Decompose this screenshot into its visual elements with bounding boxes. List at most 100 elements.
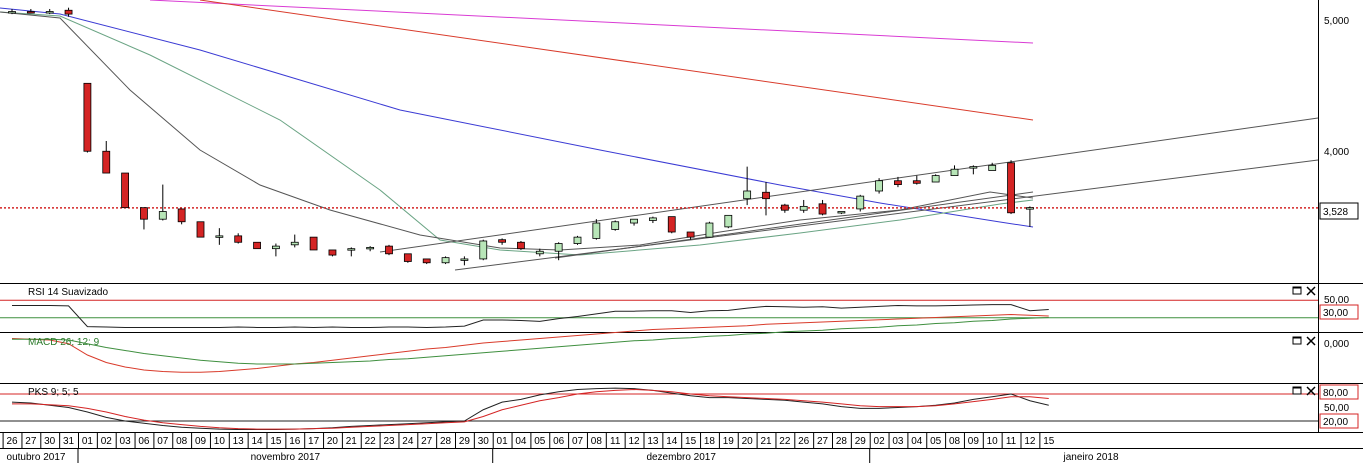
candle[interactable] <box>347 247 356 257</box>
candle-body <box>498 239 507 243</box>
candle[interactable] <box>630 218 638 226</box>
pks-label[interactable]: PKS 9; 5; 5 <box>28 387 79 398</box>
macd-close-icon[interactable] <box>1306 336 1316 346</box>
candle-body <box>83 82 92 152</box>
pks-close-icon[interactable] <box>1306 386 1316 396</box>
rsi-tick-50: 50,00 <box>1324 295 1349 306</box>
trendline-3[interactable] <box>554 191 1034 259</box>
candle[interactable] <box>309 236 318 251</box>
candle[interactable] <box>837 211 846 215</box>
candle[interactable] <box>686 231 695 240</box>
candle[interactable] <box>460 256 469 266</box>
price-tick-5000: 5,000 <box>1324 16 1349 27</box>
candle[interactable] <box>799 199 808 213</box>
price-tick-4000: 4,000 <box>1324 147 1349 158</box>
candle[interactable] <box>498 238 507 245</box>
candle-body <box>931 175 940 183</box>
candle[interactable] <box>780 203 789 213</box>
candle[interactable] <box>234 233 243 244</box>
date-tick-label: 27 <box>421 436 433 447</box>
candle[interactable] <box>83 82 92 153</box>
candle[interactable] <box>366 246 375 252</box>
candle[interactable] <box>422 258 431 265</box>
candle[interactable] <box>988 162 997 171</box>
pks-panel <box>0 387 1318 431</box>
candle-body <box>177 208 186 223</box>
date-tick-label: 15 <box>270 436 282 447</box>
candle-body <box>950 168 959 177</box>
candle[interactable] <box>517 240 525 250</box>
candle[interactable] <box>64 7 73 17</box>
candle[interactable] <box>253 241 261 250</box>
candle[interactable] <box>121 172 129 209</box>
candle[interactable] <box>573 235 582 245</box>
date-tick-label: 05 <box>534 436 546 447</box>
last-price-value: 3,528 <box>1323 207 1348 218</box>
candle-body <box>403 253 412 262</box>
candle[interactable] <box>894 176 902 188</box>
candle[interactable] <box>649 216 657 224</box>
candle[interactable] <box>762 182 770 216</box>
date-tick-label: 30 <box>478 436 490 447</box>
candle-body <box>366 246 375 250</box>
candle[interactable] <box>215 228 224 245</box>
rsi-level-30: 30,00 <box>1323 308 1348 319</box>
candle-body <box>649 217 657 221</box>
candle[interactable] <box>667 216 676 234</box>
candle[interactable] <box>535 248 544 257</box>
macd-maximize-icon[interactable] <box>1292 336 1302 345</box>
candle[interactable] <box>102 141 111 174</box>
candle[interactable] <box>403 253 412 263</box>
candle[interactable] <box>328 249 337 257</box>
candle[interactable] <box>45 8 54 15</box>
candle[interactable] <box>8 8 16 15</box>
candle[interactable] <box>271 243 280 257</box>
rsi-label[interactable]: RSI 14 Suavizado <box>28 287 108 298</box>
macd-panel <box>11 313 1049 373</box>
candle[interactable] <box>705 221 714 238</box>
candle[interactable] <box>1026 206 1034 227</box>
candle[interactable] <box>26 8 35 14</box>
rsi-maximize-icon[interactable] <box>1292 286 1302 295</box>
candle-body <box>215 235 224 238</box>
candle[interactable] <box>385 244 393 256</box>
candle[interactable] <box>140 207 148 230</box>
date-tick-label: 27 <box>817 436 829 447</box>
candle[interactable] <box>177 208 186 225</box>
macd-line <box>11 313 1049 373</box>
date-tick-label: 09 <box>968 436 980 447</box>
candle[interactable] <box>196 221 205 238</box>
candle[interactable] <box>818 199 827 216</box>
candle[interactable] <box>931 174 940 183</box>
candle[interactable] <box>290 234 299 248</box>
candle-body <box>573 236 582 244</box>
candle[interactable] <box>611 220 620 231</box>
candle[interactable] <box>554 242 563 261</box>
candle-body <box>592 222 601 239</box>
candle[interactable] <box>441 256 450 265</box>
candle-body <box>196 221 205 238</box>
candle[interactable] <box>856 194 865 212</box>
trendline-1[interactable] <box>379 117 1319 253</box>
candle[interactable] <box>479 239 488 261</box>
candle[interactable] <box>875 178 883 194</box>
date-tick-label: 17 <box>308 436 320 447</box>
candle[interactable] <box>743 166 752 206</box>
candle[interactable] <box>158 184 167 221</box>
pks-maximize-icon[interactable] <box>1292 386 1302 395</box>
rsi-close-icon[interactable] <box>1306 286 1316 296</box>
candle[interactable] <box>592 219 601 240</box>
date-tick-label: 23 <box>383 436 395 447</box>
macd-label[interactable]: MACD 26; 12; 9 <box>28 337 100 348</box>
candle[interactable] <box>724 214 733 229</box>
date-tick-label: 07 <box>157 436 169 447</box>
rsi-line <box>12 304 1049 328</box>
candle[interactable] <box>950 165 959 177</box>
candle-body <box>26 11 35 14</box>
candle-body <box>309 236 318 251</box>
candle[interactable] <box>1007 160 1015 215</box>
candle[interactable] <box>969 165 978 175</box>
rsi-level-badge: 30,00 <box>1319 304 1359 320</box>
date-tick-label: 29 <box>855 436 867 447</box>
candle[interactable] <box>912 175 921 185</box>
